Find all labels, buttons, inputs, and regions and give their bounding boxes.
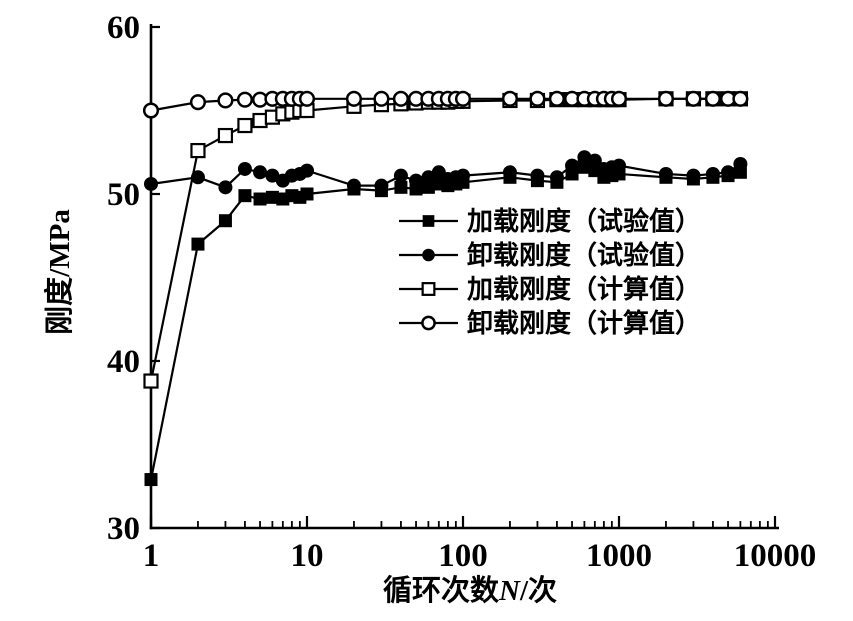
y-tick-label: 60 xyxy=(107,10,140,46)
series-markers-load-calc xyxy=(143,91,748,389)
x-axis-title: 循环次数N/次 xyxy=(383,567,557,609)
series-markers-unload-calc xyxy=(142,90,749,119)
legend-label-unload-calc: 卸载刚度（计算值） xyxy=(467,308,701,338)
x-tick-labels: 1 10 100 1000 10000 xyxy=(143,538,817,574)
y-axis-title: 刚度/MPa xyxy=(44,209,76,335)
x-axis-title-suffix: /次 xyxy=(519,575,558,607)
x-tick-label: 10 xyxy=(291,538,324,574)
series-line-load-calc xyxy=(149,97,741,382)
x-tick-label: 1000 xyxy=(586,538,652,574)
legend-item-load-test: 加载刚度（试验值） xyxy=(399,206,701,236)
y-tick-labels: 30 40 50 60 xyxy=(107,10,140,547)
series-markers-unload-test xyxy=(144,150,748,195)
axis-ticks xyxy=(149,25,777,530)
y-tick-label: 40 xyxy=(107,344,140,380)
y-tick-label: 50 xyxy=(107,177,140,213)
legend-item-load-calc: 加载刚度（计算值） xyxy=(399,274,701,304)
legend-label-load-calc: 加载刚度（计算值） xyxy=(467,274,701,304)
legend: 加载刚度（试验值） 卸载刚度（试验值） 加载刚度（计算值） 卸载刚度（计算值） xyxy=(399,206,701,338)
legend-label-load-test: 加载刚度（试验值） xyxy=(467,206,701,236)
x-tick-label: 10000 xyxy=(734,538,817,574)
legend-item-unload-calc: 卸载刚度（计算值） xyxy=(399,308,701,338)
legend-item-unload-test: 卸载刚度（试验值） xyxy=(399,240,701,270)
y-tick-label: 30 xyxy=(107,511,140,547)
legend-label-unload-test: 卸载刚度（试验值） xyxy=(467,240,701,270)
x-tick-label: 100 xyxy=(438,538,488,574)
x-axis-title-prefix: 循环次数 xyxy=(382,575,499,607)
x-axis-title-variable: N xyxy=(499,575,520,607)
x-tick-label: 1 xyxy=(143,538,160,574)
